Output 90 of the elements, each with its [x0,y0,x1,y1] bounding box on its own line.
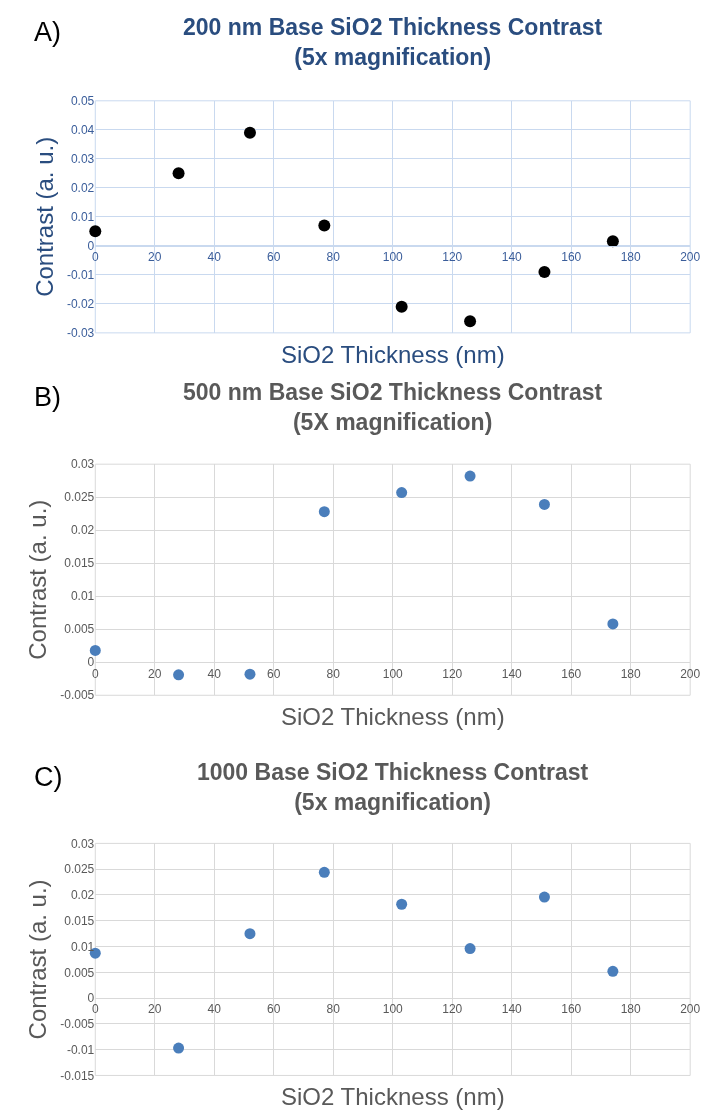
x-tick-label: 120 [442,666,463,681]
y-tick-label: 0.03 [70,457,95,472]
point [607,618,619,630]
point [538,498,550,510]
x-tick-label: 80 [326,250,341,265]
y-tick-label: 0.005 [64,622,95,637]
y-tick-label: 0.01 [70,939,95,954]
point [244,668,256,680]
y-tick-label: 0.02 [70,888,95,903]
x-axis-title: SiO2 Thickness (nm) [281,703,505,730]
y-tick-label: -0.01 [66,1042,95,1057]
x-tick-label: 100 [382,666,404,681]
text: B) [34,382,61,412]
x-tick-label: 20 [148,1002,162,1017]
y-tick-label: 0.005 [64,965,95,980]
x-tick-label: 140 [501,1002,523,1017]
y-tick-label: -0.005 [60,1017,95,1032]
text: A) [34,17,61,47]
x-tick-label: 80 [326,1002,341,1017]
x-tick-label: 120 [442,250,463,265]
point [89,225,102,238]
x-tick-label: 160 [561,666,582,681]
point [395,300,408,313]
y-tick-label: -0.02 [66,297,95,312]
chart-title: 1000 Base SiO2 Thickness Contrast (5x magnification) [197,759,589,815]
y-tick-label: 0.015 [64,556,95,571]
x-tick-label: 60 [267,666,281,681]
y-tick-label: -0.005 [60,688,95,703]
point [607,965,619,977]
y-tick-label: 0.015 [64,913,95,928]
point [173,1042,185,1054]
x-axis-title: SiO2 Thickness (nm) [281,341,505,368]
y-tick-label: 0.03 [70,152,95,167]
y-tick-label: 0 [87,655,95,670]
y-axis-title: Contrast (a. u.) [24,499,52,660]
y-axis-title: Contrast (a. u.) [31,136,59,297]
point [396,487,408,499]
x-tick-label: 180 [620,666,642,681]
y-tick-label: 0.01 [70,210,95,225]
point [538,265,551,278]
point [243,126,256,139]
point [172,167,185,180]
point [464,315,477,328]
point [396,898,408,910]
x-tick-label: 40 [207,1002,222,1017]
y-tick-label: -0.03 [66,326,95,341]
x-tick-label: 200 [680,250,701,265]
x-tick-label: 180 [620,250,642,265]
x-tick-label: 20 [148,250,162,265]
x-tick-label: 20 [148,666,162,681]
x-tick-label: 200 [680,1002,701,1017]
x-tick-label: 60 [267,250,281,265]
x-tick-label: 140 [501,666,523,681]
x-tick-label: 140 [501,250,523,265]
x-axis-title: SiO2 Thickness (nm) [281,1083,505,1110]
y-tick-label: 0.02 [70,523,95,538]
point [318,219,331,232]
x-tick-label: 160 [561,1002,582,1017]
y-tick-label: 0.01 [70,589,95,604]
x-tick-label: 120 [442,1002,463,1017]
point [318,506,330,518]
point [464,470,476,482]
chart-title: 200 nm Base SiO2 Thickness Contrast (5x magnification) [183,14,603,70]
y-tick-label: 0.03 [70,836,95,851]
y-tick-label: 0.02 [70,181,95,196]
x-tick-label: 40 [207,250,222,265]
y-tick-label: 0.025 [64,490,95,505]
x-tick-label: 200 [680,666,701,681]
x-tick-label: 100 [382,250,404,265]
point [318,866,330,878]
text: C) [34,762,63,792]
x-tick-label: 80 [326,666,341,681]
x-tick-label: 100 [382,1002,404,1017]
point [538,891,550,903]
y-tick-label: 0.05 [70,94,95,109]
x-tick-label: 180 [620,1002,642,1017]
point [244,928,256,940]
point [173,669,185,681]
y-tick-label: -0.015 [60,1068,95,1083]
point [464,943,476,955]
point [606,235,619,248]
x-tick-label: 40 [207,666,222,681]
y-tick-label: -0.01 [66,268,95,283]
y-axis-title: Contrast (a. u.) [24,879,52,1040]
x-tick-label: 160 [561,250,582,265]
y-tick-label: 0.025 [64,862,95,877]
x-tick-label: 60 [267,1002,281,1017]
point [89,644,101,656]
y-tick-label: 0.04 [70,123,95,138]
chart-title: 500 nm Base SiO2 Thickness Contrast (5X magnification) [183,379,603,435]
